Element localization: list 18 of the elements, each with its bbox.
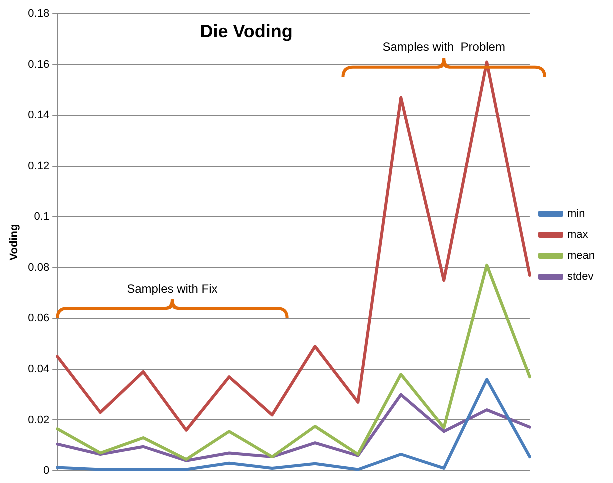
annotation: Samples with Fix [127,282,218,296]
y-tick-label: 0.02 [28,414,50,426]
y-tick-label: 0.12 [28,160,50,172]
y-tick-label: 0.04 [28,363,50,376]
y-tick-label: 0.14 [28,110,50,122]
y-tick-label: 0 [43,465,50,478]
legend-label: mean [567,250,596,262]
legend-label: stdev [567,271,594,284]
y-tick-label: 0.1 [34,211,50,224]
y-tick-label: 0.16 [28,58,50,71]
y-tick-label: 0.18 [28,8,50,20]
y-tick-label: 0.08 [28,262,50,274]
legend-label: max [567,229,589,242]
legend-label: min [567,208,586,220]
annotation: Samples with Problem [382,40,506,54]
chart-title: Die Voding [200,22,293,42]
y-tick-label: 0.06 [28,312,50,325]
y-axis-title: Voding [8,224,21,261]
